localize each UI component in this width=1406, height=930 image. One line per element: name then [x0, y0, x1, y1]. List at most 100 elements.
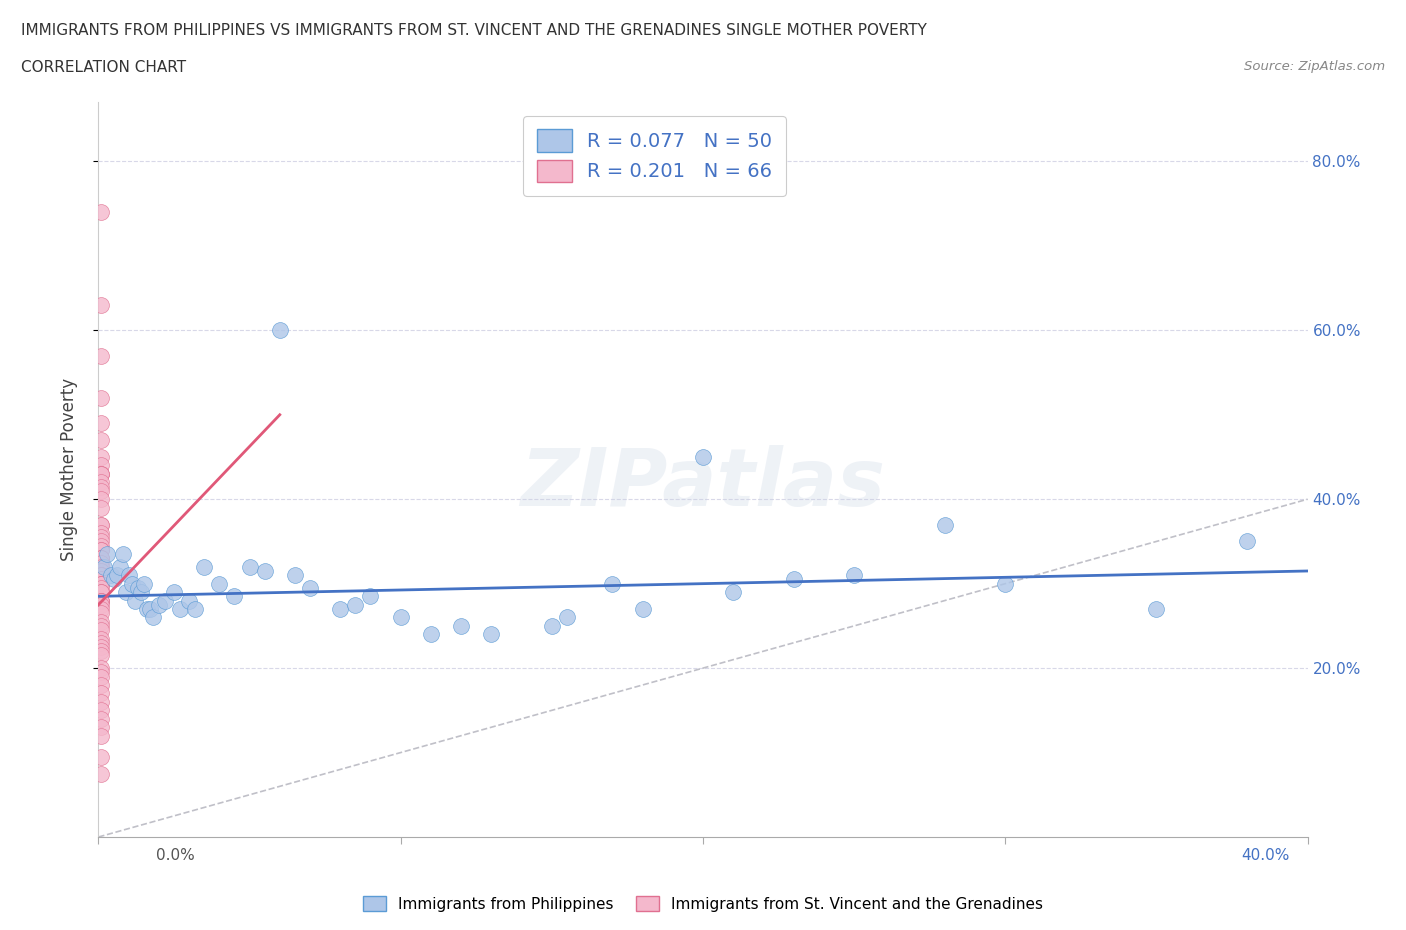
- Point: [184, 602, 207, 617]
- Point: [90, 568, 112, 583]
- Point: [90, 534, 112, 549]
- Point: [481, 627, 503, 642]
- Point: [269, 323, 291, 338]
- Point: [90, 517, 112, 532]
- Point: [90, 416, 112, 431]
- Point: [90, 432, 112, 447]
- Point: [118, 568, 141, 583]
- Point: [90, 614, 112, 629]
- Point: [253, 564, 276, 578]
- Point: [723, 585, 745, 600]
- Point: [90, 593, 112, 608]
- Point: [93, 559, 115, 574]
- Point: [90, 660, 112, 675]
- Point: [90, 467, 112, 482]
- Point: [239, 559, 262, 574]
- Point: [555, 610, 578, 625]
- Point: [90, 479, 112, 494]
- Point: [90, 391, 112, 405]
- Point: [224, 589, 246, 604]
- Point: [284, 568, 307, 583]
- Point: [90, 555, 112, 570]
- Point: [360, 589, 382, 604]
- Point: [90, 564, 112, 578]
- Point: [90, 551, 112, 565]
- Text: Source: ZipAtlas.com: Source: ZipAtlas.com: [1244, 60, 1385, 73]
- Point: [90, 517, 112, 532]
- Point: [90, 458, 112, 472]
- Point: [90, 467, 112, 482]
- Point: [90, 635, 112, 650]
- Text: CORRELATION CHART: CORRELATION CHART: [21, 60, 186, 75]
- Point: [90, 640, 112, 655]
- Point: [783, 572, 806, 587]
- Legend: Immigrants from Philippines, Immigrants from St. Vincent and the Grenadines: Immigrants from Philippines, Immigrants …: [357, 889, 1049, 918]
- Point: [169, 602, 191, 617]
- Point: [90, 728, 112, 743]
- Point: [90, 602, 112, 617]
- Point: [90, 593, 112, 608]
- Point: [90, 644, 112, 658]
- Point: [127, 580, 149, 595]
- Point: [994, 577, 1017, 591]
- Point: [90, 678, 112, 693]
- Point: [111, 547, 134, 562]
- Point: [90, 572, 112, 587]
- Point: [90, 542, 112, 557]
- Legend: R = 0.077   N = 50, R = 0.201   N = 66: R = 0.077 N = 50, R = 0.201 N = 66: [523, 115, 786, 195]
- Point: [90, 348, 112, 363]
- Point: [90, 577, 112, 591]
- Point: [90, 665, 112, 680]
- Point: [90, 577, 112, 591]
- Point: [450, 618, 472, 633]
- Point: [90, 568, 112, 583]
- Point: [90, 631, 112, 646]
- Point: [1144, 602, 1167, 617]
- Point: [148, 597, 170, 612]
- Point: [90, 605, 112, 620]
- Point: [90, 298, 112, 312]
- Point: [124, 593, 146, 608]
- Point: [135, 602, 157, 617]
- Point: [90, 580, 112, 595]
- Point: [329, 602, 352, 617]
- Point: [108, 559, 131, 574]
- Point: [208, 577, 231, 591]
- Point: [90, 597, 112, 612]
- Point: [344, 597, 367, 612]
- Point: [934, 517, 956, 532]
- Point: [132, 577, 155, 591]
- Point: [90, 623, 112, 638]
- Point: [90, 492, 112, 507]
- Point: [692, 449, 714, 464]
- Point: [844, 568, 866, 583]
- Point: [90, 695, 112, 710]
- Point: [90, 530, 112, 545]
- Point: [153, 593, 176, 608]
- Point: [90, 538, 112, 553]
- Point: [420, 627, 443, 642]
- Point: [96, 547, 118, 562]
- Point: [114, 585, 136, 600]
- Point: [90, 559, 112, 574]
- Point: [90, 593, 112, 608]
- Point: [90, 711, 112, 726]
- Point: [163, 585, 186, 600]
- Text: 0.0%: 0.0%: [156, 848, 195, 863]
- Point: [90, 568, 112, 583]
- Point: [105, 568, 128, 583]
- Point: [193, 559, 215, 574]
- Point: [90, 542, 112, 557]
- Point: [631, 602, 654, 617]
- Text: ZIPatlas: ZIPatlas: [520, 445, 886, 524]
- Point: [90, 449, 112, 464]
- Point: [90, 686, 112, 701]
- Point: [602, 577, 624, 591]
- Point: [90, 577, 112, 591]
- Point: [90, 551, 112, 565]
- Point: [139, 602, 162, 617]
- Point: [90, 585, 112, 600]
- Point: [540, 618, 562, 633]
- Point: [90, 500, 112, 515]
- Point: [129, 585, 152, 600]
